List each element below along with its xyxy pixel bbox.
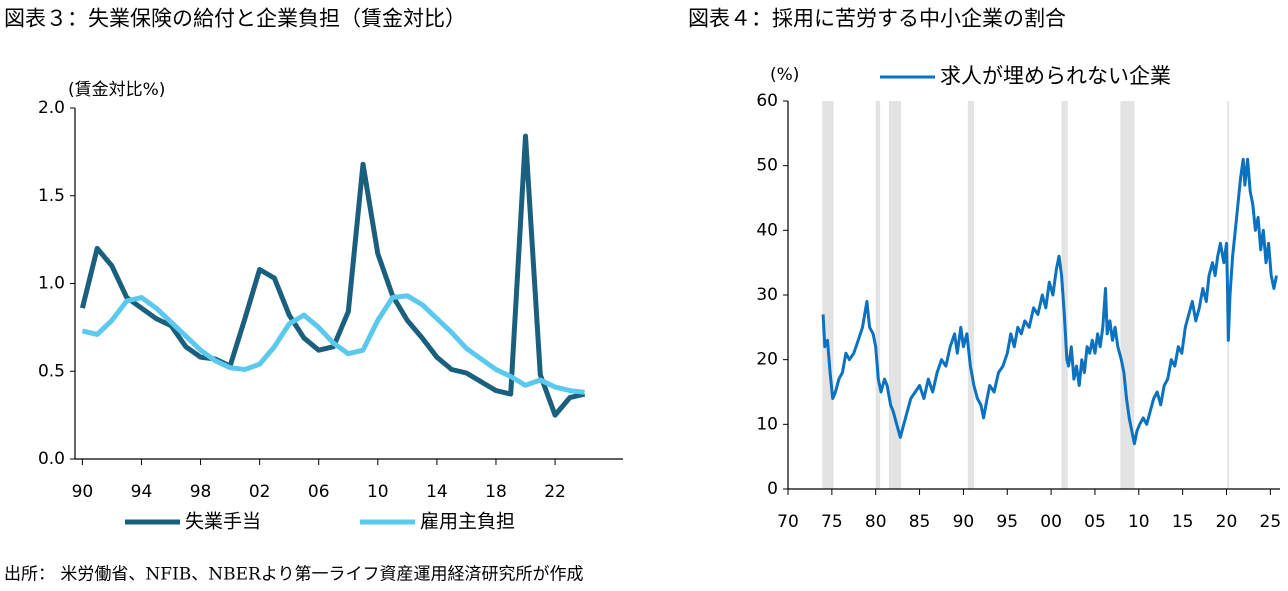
chart-title: 図表４：採用に苦労する中小企業の割合 xyxy=(688,7,1066,31)
chart-title: 図表３：失業保険の給付と企業負担（賃金対比） xyxy=(4,7,466,31)
x-tick-label: 75 xyxy=(821,512,843,532)
legend-label: 求人が埋められない企業 xyxy=(940,64,1171,88)
x-tick-label: 02 xyxy=(249,482,271,502)
x-tick-label: 95 xyxy=(996,512,1018,532)
x-tick-label: 10 xyxy=(1128,512,1150,532)
y-axis-label: (賃金対比%) xyxy=(68,80,165,100)
y-tick-label: 0 xyxy=(767,479,778,499)
x-tick-label: 90 xyxy=(72,482,94,502)
y-tick-label: 1.0 xyxy=(38,274,65,294)
recession-band xyxy=(888,101,902,489)
y-axis-label: (%) xyxy=(770,65,799,85)
x-tick-label: 25 xyxy=(1260,512,1282,532)
x-tick-label: 94 xyxy=(131,482,153,502)
x-tick-label: 20 xyxy=(1216,512,1238,532)
x-tick-label: 14 xyxy=(426,482,448,502)
recession-band xyxy=(875,101,881,489)
x-tick-label: 15 xyxy=(1172,512,1194,532)
x-tick-label: 00 xyxy=(1040,512,1062,532)
x-tick-label: 22 xyxy=(544,482,566,502)
recession-band xyxy=(967,101,974,489)
x-tick-label: 85 xyxy=(909,512,931,532)
y-tick-label: 50 xyxy=(756,156,778,176)
x-tick-label: 90 xyxy=(953,512,975,532)
recession-band xyxy=(822,101,834,489)
y-tick-label: 20 xyxy=(756,350,778,370)
legend-label: 雇用主負担 xyxy=(420,511,515,533)
x-tick-label: 05 xyxy=(1084,512,1106,532)
x-tick-label: 06 xyxy=(308,482,330,502)
y-tick-label: 60 xyxy=(756,91,778,111)
y-tick-label: 0.5 xyxy=(38,361,65,381)
series-line xyxy=(821,157,1278,446)
x-tick-label: 18 xyxy=(485,482,507,502)
y-tick-label: 40 xyxy=(756,220,778,240)
y-tick-label: 1.5 xyxy=(38,186,65,206)
source-note: 出所： 米労働省、NFIB、NBERより第一ライフ資産運用経済研究所が作成 xyxy=(4,565,584,585)
x-tick-label: 98 xyxy=(190,482,212,502)
legend-label: 失業手当 xyxy=(185,511,261,533)
y-tick-label: 30 xyxy=(756,285,778,305)
x-tick-label: 10 xyxy=(367,482,389,502)
x-tick-label: 70 xyxy=(777,512,799,532)
y-tick-label: 2.0 xyxy=(38,98,65,118)
recession-band xyxy=(1061,101,1068,489)
y-tick-label: 0.0 xyxy=(38,449,65,469)
series-line xyxy=(79,133,586,418)
series-line xyxy=(81,293,585,395)
x-tick-label: 80 xyxy=(865,512,887,532)
y-tick-label: 10 xyxy=(756,414,778,434)
recession-band xyxy=(1120,101,1135,489)
